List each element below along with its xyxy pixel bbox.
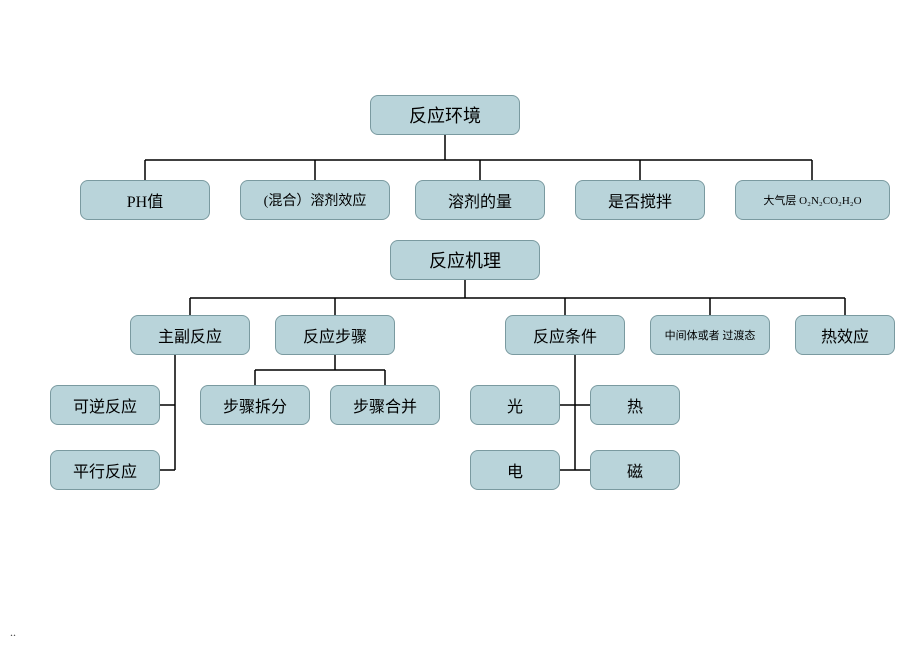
node-magnetic: 磁 xyxy=(590,450,680,490)
node-reversible-reaction: 可逆反应 xyxy=(50,385,160,425)
node-step-split: 步骤拆分 xyxy=(200,385,310,425)
node-label: 反应条件 xyxy=(533,323,597,347)
node-label: 反应环境 xyxy=(409,102,481,128)
node-main-side-reaction: 主副反应 xyxy=(130,315,250,355)
node-label: (混合）溶剂效应 xyxy=(264,190,367,210)
node-label: 步骤拆分 xyxy=(223,393,287,417)
node-intermediate-transition: 中间体或者 过渡态 xyxy=(650,315,770,355)
node-light: 光 xyxy=(470,385,560,425)
node-reaction-conditions: 反应条件 xyxy=(505,315,625,355)
node-label: 溶剂的量 xyxy=(448,188,512,212)
node-solvent-amount: 溶剂的量 xyxy=(415,180,545,220)
node-atmosphere: 大气层 O₂N₂CO₂H₂O xyxy=(735,180,890,220)
node-thermal-effect: 热效应 xyxy=(795,315,895,355)
node-label: PH值 xyxy=(127,188,163,212)
node-step-merge: 步骤合并 xyxy=(330,385,440,425)
node-electric: 电 xyxy=(470,450,560,490)
node-ph-value: PH值 xyxy=(80,180,210,220)
node-label: 可逆反应 xyxy=(73,393,137,417)
node-label: 是否搅拌 xyxy=(608,188,672,212)
node-parallel-reaction: 平行反应 xyxy=(50,450,160,490)
node-stirring: 是否搅拌 xyxy=(575,180,705,220)
node-reaction-steps: 反应步骤 xyxy=(275,315,395,355)
node-solvent-effect: (混合）溶剂效应 xyxy=(240,180,390,220)
node-label: 平行反应 xyxy=(73,458,137,482)
node-label: 中间体或者 过渡态 xyxy=(665,327,756,343)
node-label: 磁 xyxy=(627,458,643,482)
node-label: 反应步骤 xyxy=(303,323,367,347)
node-heat: 热 xyxy=(590,385,680,425)
node-label: 光 xyxy=(507,393,523,417)
node-reaction-environment: 反应环境 xyxy=(370,95,520,135)
node-label: 反应机理 xyxy=(429,247,501,273)
node-label: 步骤合并 xyxy=(353,393,417,417)
node-label: 主副反应 xyxy=(158,323,222,347)
node-label: 热 xyxy=(627,393,643,417)
node-label: 大气层 O₂N₂CO₂H₂O xyxy=(763,192,861,208)
node-reaction-mechanism: 反应机理 xyxy=(390,240,540,280)
node-label: 热效应 xyxy=(821,323,869,347)
node-label: 电 xyxy=(507,458,523,482)
footer-text: .. xyxy=(10,625,16,640)
